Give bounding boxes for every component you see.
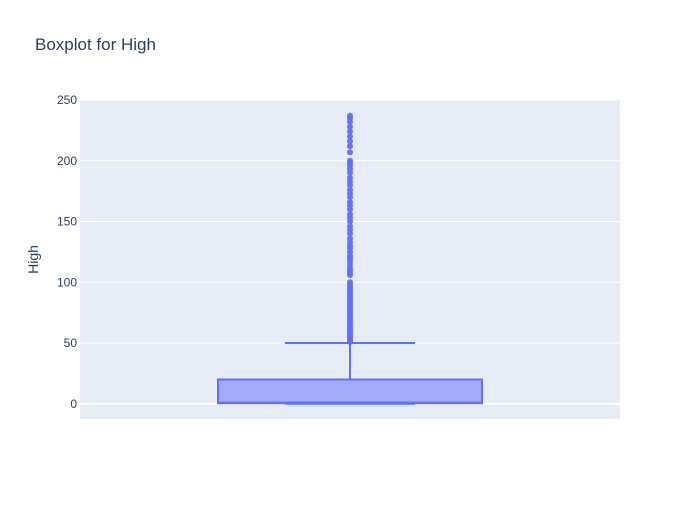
outlier-point xyxy=(347,143,353,150)
outlier-point xyxy=(347,235,353,242)
y-tick-label: 250 xyxy=(57,93,77,107)
y-tick-label: 100 xyxy=(57,275,77,289)
outlier-point xyxy=(347,174,353,181)
outlier-point xyxy=(347,186,353,193)
outlier-point xyxy=(347,133,353,140)
iqr-box xyxy=(217,378,483,405)
outlier-point xyxy=(347,123,353,130)
outlier-point xyxy=(347,157,353,164)
outlier-point xyxy=(347,149,353,156)
y-tick-label: 50 xyxy=(64,336,78,350)
y-tick-label: 150 xyxy=(57,215,77,229)
outlier-point xyxy=(347,223,353,230)
y-tick-label: 200 xyxy=(57,154,77,168)
outlier-point xyxy=(347,279,353,286)
outlier-point xyxy=(347,138,353,145)
y-tick-label: 0 xyxy=(70,397,77,411)
outlier-point xyxy=(347,211,353,218)
outlier-point xyxy=(347,112,353,119)
chart-title: Boxplot for High xyxy=(35,35,156,54)
outlier-point xyxy=(347,199,353,206)
box-series[interactable] xyxy=(217,112,483,405)
y-axis-ticks: 0 50 100 150 200 250 xyxy=(57,93,77,411)
outlier-point xyxy=(347,128,353,135)
y-axis-title: High xyxy=(25,245,41,274)
